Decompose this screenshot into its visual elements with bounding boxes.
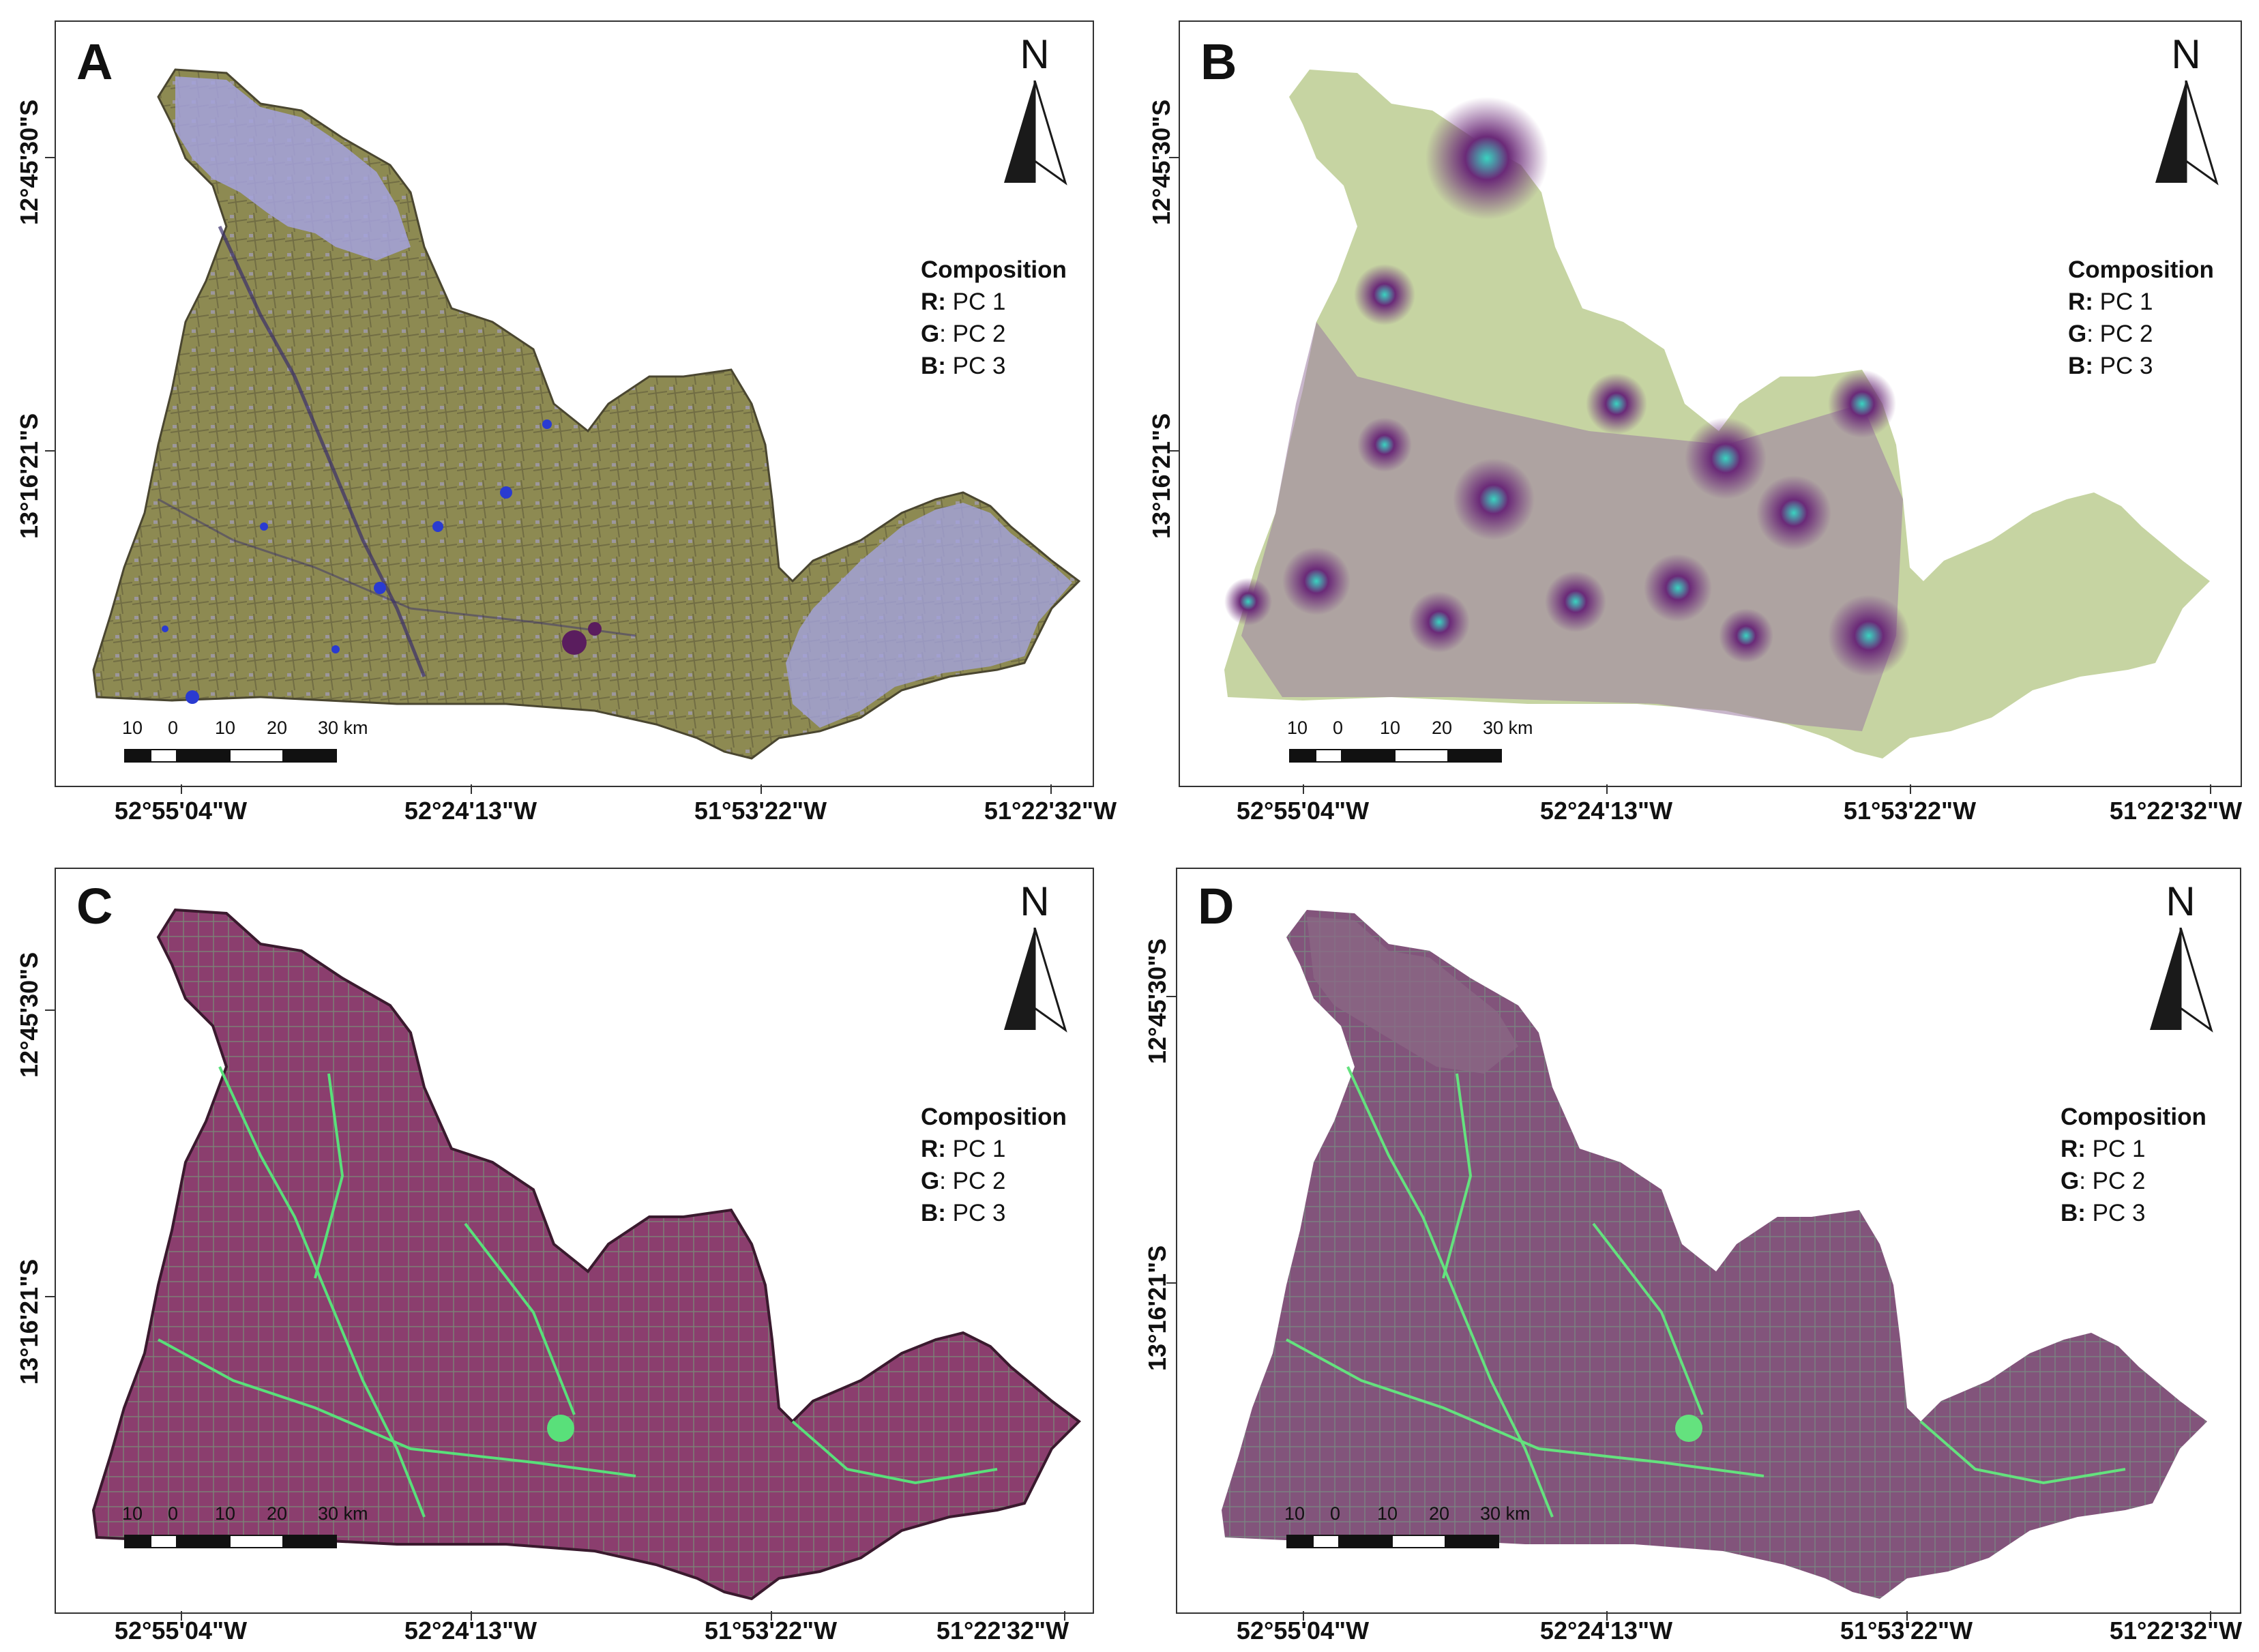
panel-label-b: B	[1200, 33, 1237, 90]
scale-bar-b: 10 0 10 20 30 km	[1287, 718, 1533, 779]
legend-d: Composition R: PC 1 G: PC 2 B: PC 3	[2061, 1101, 2206, 1229]
legend-a: Composition R: PC 1 G: PC 2 B: PC 3	[921, 254, 1067, 382]
scale-bar-d: 10 0 10 20 30 km	[1284, 1503, 1531, 1565]
purple-clusters-b	[1224, 97, 1910, 677]
light-zone-north-a	[175, 76, 411, 261]
north-letter-b: N	[2171, 31, 2201, 77]
north-arrow-a: N	[997, 34, 1072, 191]
y-label-b-2: 13°16'21"S	[1147, 413, 1175, 539]
x-label-c-1: 52°55'04"W	[114, 1617, 248, 1644]
legend-title: Composition	[921, 256, 1067, 283]
north-arrow-b: N	[2149, 34, 2224, 191]
x-label-d-4: 51°22'32"W	[2109, 1617, 2243, 1644]
map-frame-a: A N Composition R: PC 1 G: PC 2 B: PC 3 …	[55, 20, 1094, 787]
region-map-d	[1222, 910, 2207, 1599]
y-label-a-2: 13°16'21"S	[15, 413, 43, 539]
upland-zone-d	[1307, 917, 1518, 1074]
river-main-a	[218, 225, 426, 677]
legend-g: G: PC 2	[2068, 321, 2153, 347]
x-label-c-4: 51°22'32"W	[936, 1617, 1069, 1644]
drainage-network-c	[158, 1066, 998, 1518]
north-arrow-d: N	[2143, 881, 2218, 1038]
bright-spot-d	[1675, 1415, 1702, 1442]
panel-label-c: C	[76, 878, 113, 934]
region-map-b	[1224, 70, 2210, 758]
y-label-d-1: 12°45'30"S	[1143, 938, 1171, 1064]
legend-title: Composition	[2068, 256, 2214, 283]
legend-b: B: PC 3	[921, 353, 1006, 379]
map-frame-b: B N Composition R: PC 1 G: PC 2 B: PC 3 …	[1179, 20, 2242, 787]
scale-bar-a: 10 0 10 20 30 km	[122, 718, 368, 779]
legend-g: G: PC 2	[921, 1168, 1006, 1194]
x-label-b-3: 51°53'22"W	[1843, 797, 1977, 825]
legend-r: R: PC 1	[2068, 289, 2153, 315]
drainage-network-d	[1286, 1066, 2126, 1518]
x-label-a-4: 51°22'32"W	[984, 797, 1117, 825]
x-label-a-3: 51°53'22"W	[694, 797, 827, 825]
region-shape-d	[1222, 910, 2207, 1599]
legend-b: Composition R: PC 1 G: PC 2 B: PC 3	[2068, 254, 2214, 382]
legend-title: Composition	[921, 1104, 1067, 1130]
scale-bar-c: 10 0 10 20 30 km	[122, 1503, 368, 1565]
north-arrow-icon	[2150, 928, 2213, 1033]
legend-r: R: PC 1	[921, 289, 1006, 315]
dark-spot-a	[562, 622, 602, 655]
legend-g: G: PC 2	[2061, 1168, 2146, 1194]
map-frame-c: C N Composition R: PC 1 G: PC 2 B: PC 3 …	[55, 868, 1094, 1614]
light-zone-east-a	[786, 503, 1072, 728]
region-map-a	[92, 68, 1081, 760]
x-label-d-1: 52°55'04"W	[1236, 1617, 1370, 1644]
map-frame-d: D N Composition R: PC 1 G: PC 2 B: PC 3 …	[1176, 868, 2241, 1614]
region-shape-c	[91, 908, 1082, 1601]
legend-b: B: PC 3	[921, 1200, 1006, 1226]
panel-label-a: A	[76, 33, 113, 90]
north-letter-c: N	[1020, 879, 1050, 924]
x-label-a-2: 52°24'13"W	[404, 797, 537, 825]
north-arrow-c: N	[997, 881, 1072, 1038]
x-label-b-2: 52°24'13"W	[1539, 797, 1673, 825]
bright-spot-c	[547, 1415, 574, 1442]
legend-title: Composition	[2061, 1104, 2206, 1130]
x-label-d-3: 51°53'22"W	[1840, 1617, 1973, 1644]
water-bodies-a	[162, 419, 552, 704]
y-label-b-1: 12°45'30"S	[1147, 99, 1175, 225]
legend-g: G: PC 2	[921, 321, 1006, 347]
north-letter-a: N	[1020, 31, 1050, 77]
x-label-c-3: 51°53'22"W	[704, 1617, 838, 1644]
x-label-d-2: 52°24'13"W	[1539, 1617, 1673, 1644]
region-map-c	[91, 908, 1082, 1601]
north-letter-d: N	[2166, 879, 2196, 924]
legend-b: B: PC 3	[2068, 353, 2153, 379]
y-label-c-1: 12°45'30"S	[15, 952, 43, 1078]
y-label-a-1: 12°45'30"S	[15, 99, 43, 225]
north-arrow-icon	[2155, 80, 2219, 186]
river-secondary-a	[158, 498, 636, 637]
y-label-d-2: 13°16'21"S	[1143, 1245, 1171, 1371]
x-label-c-2: 52°24'13"W	[404, 1617, 537, 1644]
north-arrow-icon	[1004, 80, 1067, 186]
legend-c: Composition R: PC 1 G: PC 2 B: PC 3	[921, 1101, 1067, 1229]
x-label-a-1: 52°55'04"W	[114, 797, 248, 825]
legend-b: B: PC 3	[2061, 1200, 2146, 1226]
x-label-b-1: 52°55'04"W	[1236, 797, 1370, 825]
legend-r: R: PC 1	[2061, 1136, 2146, 1162]
north-arrow-icon	[1004, 928, 1067, 1033]
y-label-c-2: 13°16'21"S	[15, 1258, 43, 1385]
x-label-b-4: 51°22'32"W	[2109, 797, 2243, 825]
legend-r: R: PC 1	[921, 1136, 1006, 1162]
panel-label-d: D	[1198, 878, 1235, 934]
